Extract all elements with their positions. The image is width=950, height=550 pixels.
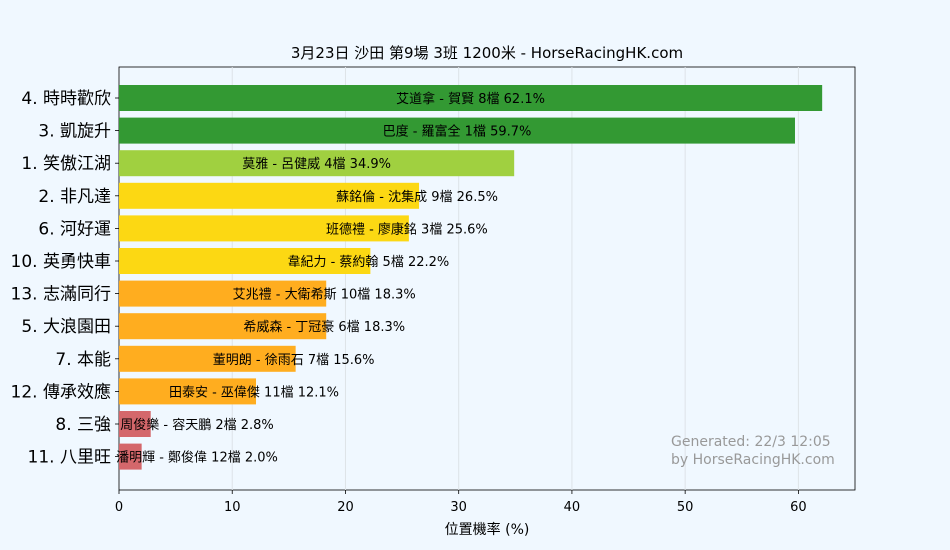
bar — [119, 280, 327, 307]
bars — [119, 85, 823, 470]
bar — [119, 411, 151, 437]
bar — [119, 378, 257, 405]
x-tick-labels: 0 10 20 30 40 50 60 — [115, 490, 807, 515]
generated-annotation: Generated: 22/3 12:05 — [671, 434, 831, 450]
y-tick-label: 12. 傳承效應 — [11, 381, 111, 402]
bar-label: 韋紀力 - 蔡約翰 5檔 22.2% — [287, 255, 449, 270]
y-tick-label: 11. 八里旺 — [28, 448, 111, 468]
x-tick-label: 0 — [115, 500, 123, 515]
y-tick-label: 1. 笑傲江湖 — [21, 154, 111, 174]
bar-label: 班德禮 - 廖康銘 3檔 25.6% — [326, 221, 488, 237]
bar-label: 董明朗 - 徐雨石 7檔 15.6% — [213, 353, 375, 368]
y-tick-label: 4. 時時歡欣 — [21, 89, 111, 109]
chart-title: 3月23日 沙田 第9場 3班 1200米 - HorseRacingHK.co… — [291, 44, 683, 62]
x-tick-label: 10 — [224, 500, 241, 515]
bar — [119, 248, 371, 274]
x-tick-label: 60 — [790, 500, 807, 515]
y-tick-label: 7. 本能 — [55, 350, 111, 370]
bar-label: 蘇銘倫 - 沈集成 9檔 26.5% — [336, 189, 498, 205]
x-tick-label: 50 — [677, 500, 694, 515]
bar-label: 希威森 - 丁冠豪 6檔 18.3% — [243, 319, 405, 335]
bar-label: 艾兆禮 - 大衛希斯 10檔 18.3% — [233, 288, 416, 303]
y-tick-label: 2. 非凡達 — [38, 187, 111, 207]
bar — [119, 150, 515, 177]
bar — [119, 117, 795, 144]
y-tick-label: 13. 志滿同行 — [11, 285, 111, 305]
bar — [119, 215, 409, 242]
bar — [119, 182, 420, 209]
bar-label: 周俊樂 - 容天鵬 2檔 2.8% — [120, 417, 274, 433]
bar — [119, 443, 142, 470]
y-tick-label: 8. 三強 — [55, 415, 111, 435]
x-tick-label: 40 — [564, 500, 581, 515]
bar-labels: 艾道拿 - 賀賢 8檔 62.1% 巴度 - 羅富全 1檔 59.7% 莫雅 - 呂… — [116, 91, 545, 466]
y-tick-label: 5. 大浪園田 — [21, 317, 111, 337]
source-annotation: by HorseRacingHK.com — [671, 452, 835, 468]
x-tick-label: 30 — [450, 500, 467, 515]
y-tick-label: 3. 凱旋升 — [38, 122, 111, 142]
bar — [119, 313, 327, 340]
y-tick-label: 6. 河好運 — [38, 219, 111, 239]
y-tick-labels: 4. 時時歡欣 3. 凱旋升 1. 笑傲江湖 2. 非凡達 6. 河好運 10. 英勇快車… — [11, 89, 119, 468]
bar-label: 莫雅 - 呂健威 4檔 34.9% — [242, 157, 391, 172]
bar-label: 巴度 - 羅富全 1檔 59.7% — [383, 124, 532, 140]
x-tick-label: 20 — [337, 500, 354, 515]
bar-label: 田泰安 - 巫偉傑 11檔 12.1% — [169, 385, 339, 400]
bar-label: 艾道拿 - 賀賢 8檔 62.1% — [396, 91, 545, 107]
x-axis-label: 位置機率 (%) — [445, 521, 530, 538]
y-tick-label: 10. 英勇快車 — [11, 252, 111, 272]
bar — [119, 85, 823, 111]
bar — [119, 345, 296, 372]
bar-label: 潘明輝 - 鄭俊偉 12檔 2.0% — [116, 451, 278, 466]
